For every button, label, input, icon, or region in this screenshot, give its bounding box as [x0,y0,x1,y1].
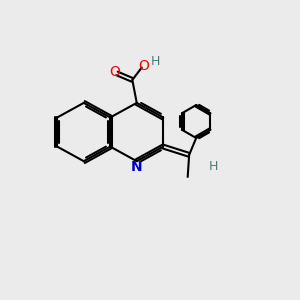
Text: H: H [208,160,218,173]
Text: N: N [131,160,142,174]
Text: H: H [151,55,160,68]
Text: O: O [138,59,149,73]
Text: O: O [109,65,120,79]
